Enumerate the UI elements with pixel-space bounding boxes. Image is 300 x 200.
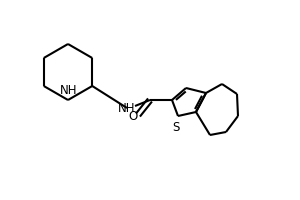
Text: NH: NH (60, 84, 78, 97)
Text: NH: NH (118, 102, 136, 114)
Text: S: S (172, 121, 180, 134)
Text: O: O (128, 110, 138, 123)
